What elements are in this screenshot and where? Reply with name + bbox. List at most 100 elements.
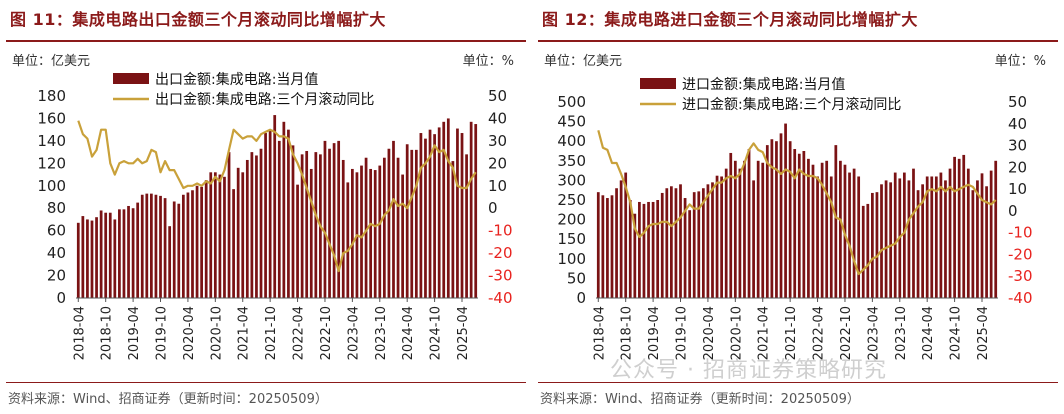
source-rule <box>538 382 1058 383</box>
x-tick-label: 2018-04 <box>592 306 607 360</box>
right-tick-label: -30 <box>1008 267 1033 285</box>
bar <box>405 144 409 298</box>
bar <box>779 133 783 298</box>
bar <box>108 212 112 298</box>
bar <box>861 205 865 298</box>
left-tick-label: 120 <box>37 154 66 172</box>
bar <box>610 195 614 298</box>
left-tick-label: 80 <box>47 199 66 217</box>
bar <box>834 145 838 298</box>
bar <box>474 124 478 298</box>
bar <box>729 152 733 298</box>
left-tick-label: 0 <box>56 289 66 307</box>
bar <box>332 143 336 298</box>
bar <box>392 140 395 298</box>
x-tick-label: 2020-04 <box>702 306 717 360</box>
bar <box>948 168 952 298</box>
bar <box>456 128 459 298</box>
bar <box>619 180 623 298</box>
left-tick-label: 20 <box>47 267 66 285</box>
x-tick-label: 2019-10 <box>675 306 690 360</box>
left-axis-unit: 单位：亿美元 <box>12 54 91 69</box>
bar <box>191 190 194 298</box>
bar <box>889 182 893 298</box>
bar <box>765 145 769 298</box>
bar <box>282 121 286 298</box>
bar <box>469 121 473 298</box>
bar <box>660 192 664 298</box>
right-tick-label: 20 <box>488 154 507 172</box>
x-tick-label: 2022-04 <box>292 306 307 360</box>
bar <box>985 186 988 298</box>
left-tick-label: 100 <box>37 177 66 195</box>
bar <box>656 200 660 298</box>
bar <box>410 149 414 298</box>
bar <box>328 148 331 298</box>
x-tick-label: 2021-10 <box>264 306 279 360</box>
x-tick-label: 2023-04 <box>346 306 361 360</box>
bar <box>145 193 149 298</box>
legend-bar-label: 进口金额:集成电路:当月值 <box>682 76 845 93</box>
x-tick-label: 2024-10 <box>949 306 964 360</box>
bar <box>884 180 888 298</box>
bar <box>396 157 400 298</box>
bar <box>86 219 89 298</box>
left-tick-label: 100 <box>557 250 586 268</box>
bar <box>944 180 947 298</box>
bar <box>351 168 354 298</box>
left-tick-label: 160 <box>37 109 66 127</box>
bar <box>90 220 94 298</box>
bar <box>866 203 870 298</box>
bar <box>195 185 199 298</box>
title-rule <box>6 40 526 42</box>
bar <box>291 145 295 298</box>
bar <box>140 194 144 298</box>
bar <box>104 212 108 298</box>
bar <box>720 176 723 298</box>
legend-line-label: 进口金额:集成电路:三个月滚动同比 <box>682 96 901 113</box>
x-tick-label: 2022-10 <box>839 306 854 360</box>
bar <box>752 180 755 298</box>
bar <box>76 222 80 298</box>
bar <box>747 149 751 298</box>
bar <box>628 200 632 298</box>
legend-bar-label: 出口金额:集成电路:当月值 <box>155 71 318 88</box>
bar <box>223 176 226 298</box>
bar <box>930 176 934 298</box>
bar <box>181 194 185 298</box>
bar <box>309 168 313 298</box>
bar <box>81 216 85 298</box>
bar <box>839 160 842 298</box>
x-tick-label: 2023-04 <box>866 306 881 360</box>
bar <box>825 160 829 298</box>
bar <box>323 140 327 298</box>
bar <box>277 140 281 298</box>
left-tick-label: 300 <box>557 171 586 189</box>
bar <box>802 151 806 298</box>
left-tick-label: 400 <box>557 132 586 150</box>
legend-bar-swatch <box>640 78 676 89</box>
bar <box>615 188 618 298</box>
bar <box>99 210 103 298</box>
bar <box>989 170 993 298</box>
x-tick-label: 2020-04 <box>182 306 197 360</box>
bar <box>218 174 222 298</box>
right-axis-unit: 单位：% <box>994 54 1046 69</box>
bar <box>848 172 851 298</box>
right-tick-label: 10 <box>1008 180 1027 198</box>
bar <box>273 115 277 298</box>
bar <box>414 149 418 298</box>
bar <box>916 190 920 298</box>
bar <box>784 123 787 298</box>
bar <box>912 168 915 298</box>
right-tick-label: 10 <box>488 177 507 195</box>
bar <box>934 176 938 298</box>
bar <box>797 153 801 298</box>
bar <box>606 198 609 298</box>
x-tick-label: 2025-04 <box>456 306 471 360</box>
bar <box>236 167 240 298</box>
bar <box>688 210 692 298</box>
right-tick-label: 0 <box>1008 202 1018 220</box>
bar <box>204 180 208 298</box>
bar <box>245 159 249 298</box>
